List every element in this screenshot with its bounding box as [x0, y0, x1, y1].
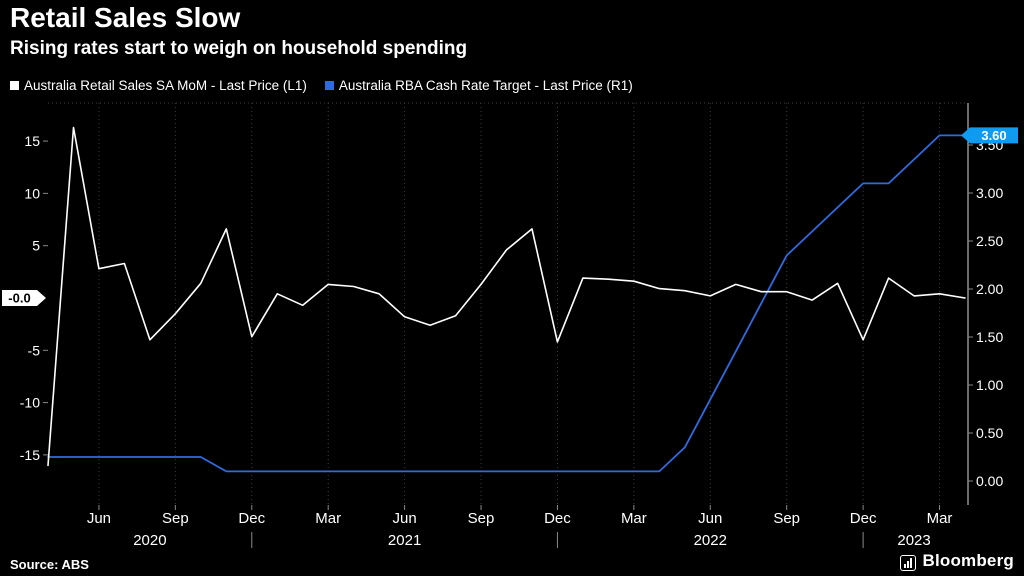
- x-axis-month-label: Dec: [544, 510, 571, 527]
- bloomberg-chart-icon: [900, 555, 917, 571]
- right-axis-tick-label: 1.00: [976, 377, 1003, 393]
- left-axis-tick-label: -5: [28, 342, 41, 358]
- last-price-value-cash-rate: 3.60: [981, 128, 1006, 143]
- x-axis-month-label: Dec: [850, 510, 877, 527]
- legend-item-retail-sales: Australia Retail Sales SA MoM - Last Pri…: [10, 78, 307, 93]
- right-axis-tick-label: 0.00: [976, 473, 1003, 489]
- x-axis-year-label: 2020: [133, 532, 166, 549]
- legend-item-cash-rate: Australia RBA Cash Rate Target - Last Pr…: [324, 78, 633, 93]
- last-price-badge-cash-rate: [961, 127, 1018, 144]
- x-axis-month-label: Sep: [162, 510, 189, 527]
- x-axis-month-label: Sep: [773, 510, 800, 527]
- x-axis-month-label: Jun: [698, 510, 722, 527]
- left-axis-tick-label: 10: [24, 185, 40, 201]
- x-axis-month-label: Jun: [87, 510, 111, 527]
- cash-rate-line: [47, 134, 966, 473]
- x-axis-year-label: 2022: [694, 532, 727, 549]
- x-axis-month-label: Dec: [238, 510, 265, 527]
- x-axis-year-label: 2021: [388, 532, 421, 549]
- bloomberg-wordmark: Bloomberg: [922, 551, 1014, 570]
- x-axis-month-label: Mar: [927, 510, 953, 527]
- bloomberg-logo: Bloomberg: [900, 551, 1014, 571]
- right-axis-tick-label: 2.00: [976, 281, 1003, 297]
- legend-label-retail-sales: Australia Retail Sales SA MoM - Last Pri…: [24, 78, 307, 93]
- last-price-badge-retail-sales: [2, 289, 46, 306]
- source-note: Source: ABS: [10, 557, 89, 572]
- legend-label-cash-rate: Australia RBA Cash Rate Target - Last Pr…: [338, 78, 633, 93]
- x-axis-month-label: Mar: [621, 510, 647, 527]
- x-axis-year-label: 2023: [897, 532, 930, 549]
- chart-plot-area: 15105-5-10-153.503.002.502.001.501.000.5…: [2, 102, 1018, 549]
- right-axis-tick-label: 2.50: [976, 233, 1003, 249]
- legend: Australia Retail Sales SA MoM - Last Pri…: [10, 78, 633, 93]
- right-axis-tick-label: 1.50: [976, 329, 1003, 345]
- right-axis-tick-label: 0.50: [976, 425, 1003, 441]
- chart-title: Retail Sales Slow: [10, 2, 241, 33]
- retail-sales-swatch-icon: [10, 81, 19, 90]
- x-axis-month-label: Jun: [393, 510, 417, 527]
- left-axis-tick-label: 15: [24, 133, 40, 149]
- last-price-value-retail-sales: -0.0: [8, 290, 30, 305]
- left-axis-tick-label: -15: [20, 447, 40, 463]
- x-axis-month-label: Mar: [315, 510, 341, 527]
- cash-rate-swatch-icon: [324, 81, 334, 90]
- left-axis-tick-label: 5: [32, 238, 40, 254]
- right-axis-tick-label: 3.00: [976, 185, 1003, 201]
- chart-subtitle: Rising rates start to weigh on household…: [10, 38, 468, 59]
- left-axis-tick-label: -10: [20, 395, 40, 411]
- retail-sales-line: [47, 126, 966, 467]
- x-axis-month-label: Sep: [468, 510, 495, 527]
